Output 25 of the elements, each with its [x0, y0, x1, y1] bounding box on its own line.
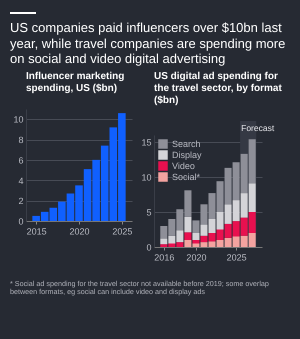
y-tick-label: 10	[13, 114, 24, 124]
x-tick-label: 2025	[112, 226, 132, 236]
y-tick-label: 5	[146, 207, 152, 217]
y-tick-label: 4	[18, 175, 24, 186]
y-tick-label: 8	[18, 134, 24, 145]
band-label: Forecast	[241, 122, 275, 132]
bar	[184, 232, 192, 240]
y-tick-label: 0	[18, 216, 24, 226]
legend-label: Video	[172, 160, 195, 170]
x-tick-label: 2016	[154, 252, 174, 262]
chart-subtitle: Influencer marketing spending, US ($bn)	[26, 70, 124, 94]
legend-label: Social*	[172, 172, 201, 182]
x-tick-label: 2020	[69, 226, 90, 236]
x-tick-label: 2015	[26, 226, 47, 236]
y-tick-label: 2	[18, 196, 24, 206]
x-tick-label: 2025	[226, 252, 247, 262]
chart-title: US companies paid influencers over $10bn last year, while travel companies are spending more on social and video digital advertising	[10, 20, 286, 66]
y-tick-label: 0	[146, 242, 152, 252]
legend-label: Search	[172, 138, 201, 148]
y-tick-label: 6	[18, 154, 24, 165]
y-tick-label: 15	[141, 137, 152, 147]
x-tick-label: 2020	[186, 252, 206, 262]
y-tick-label: 10	[141, 172, 152, 182]
chart-title: US digital ad spending for the travel sector, by format ($bn)	[154, 70, 282, 106]
legend-label: Display	[172, 150, 202, 160]
